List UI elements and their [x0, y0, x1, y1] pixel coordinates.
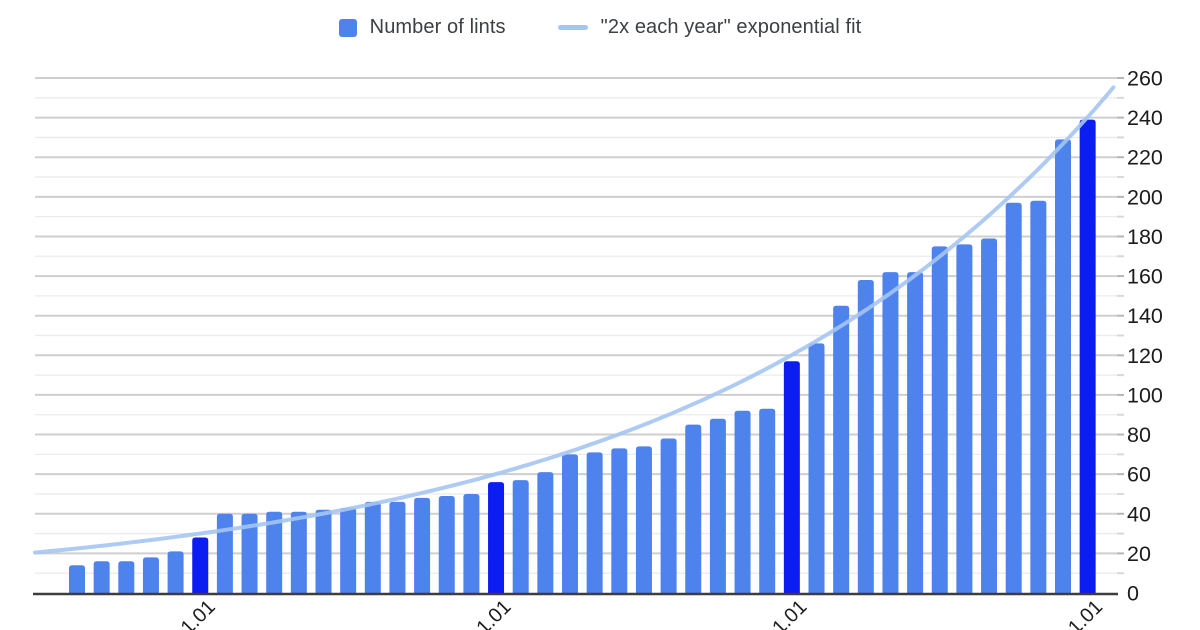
bar	[241, 513, 258, 593]
x-tick-label: 1.01	[472, 596, 515, 630]
bar	[537, 472, 554, 593]
bar-highlighted	[488, 482, 505, 593]
y-tick-label: 100	[1127, 383, 1163, 407]
bar	[931, 246, 948, 593]
x-tick-label: 1.01	[177, 596, 220, 630]
fit-line	[33, 85, 1116, 555]
bar	[463, 493, 480, 593]
bar	[340, 507, 357, 593]
x-tick-label: 1.01	[768, 596, 811, 630]
bar	[364, 501, 381, 593]
y-tick-label: 220	[1127, 146, 1163, 170]
bar	[414, 497, 431, 593]
y-tick-label: 0	[1127, 582, 1139, 606]
y-tick-label: 120	[1127, 344, 1163, 368]
y-tick-label: 200	[1127, 185, 1163, 209]
bar	[167, 551, 184, 593]
bar	[759, 408, 776, 593]
bar	[266, 511, 283, 593]
bar	[512, 480, 529, 593]
bar	[389, 501, 406, 593]
bar	[93, 561, 110, 593]
bar	[216, 513, 233, 593]
bar	[118, 561, 135, 593]
bar	[734, 410, 751, 593]
bar	[586, 452, 603, 593]
bar	[660, 438, 677, 593]
y-tick-label: 40	[1127, 502, 1151, 526]
bar-highlighted	[783, 361, 800, 593]
bar	[833, 305, 850, 593]
y-tick-label: 20	[1127, 542, 1151, 566]
y-tick-label: 140	[1127, 304, 1163, 328]
bar	[685, 424, 702, 593]
bar	[709, 418, 726, 593]
bar	[857, 280, 874, 593]
x-tick-label: 1.01	[1064, 596, 1107, 630]
y-tick-label: 160	[1127, 265, 1163, 289]
bar	[981, 238, 998, 593]
bar	[956, 244, 973, 593]
bar	[1005, 202, 1022, 594]
bar	[1030, 200, 1047, 594]
bar	[438, 495, 455, 593]
bar	[907, 272, 924, 593]
bar-highlighted	[1079, 119, 1096, 593]
bar	[635, 446, 652, 593]
bar	[562, 454, 578, 593]
bar	[611, 448, 628, 593]
y-tick-label: 60	[1127, 463, 1151, 487]
bar	[315, 509, 332, 593]
bar-highlighted	[192, 537, 209, 593]
bar	[290, 511, 307, 593]
bar	[142, 557, 159, 593]
bar	[808, 343, 825, 593]
y-tick-label: 260	[1127, 67, 1163, 91]
y-tick-label: 80	[1127, 423, 1151, 447]
bar	[882, 272, 899, 593]
y-tick-label: 240	[1127, 106, 1163, 130]
bar	[1055, 139, 1071, 593]
y-tick-label: 180	[1127, 225, 1163, 249]
bar	[69, 565, 85, 593]
